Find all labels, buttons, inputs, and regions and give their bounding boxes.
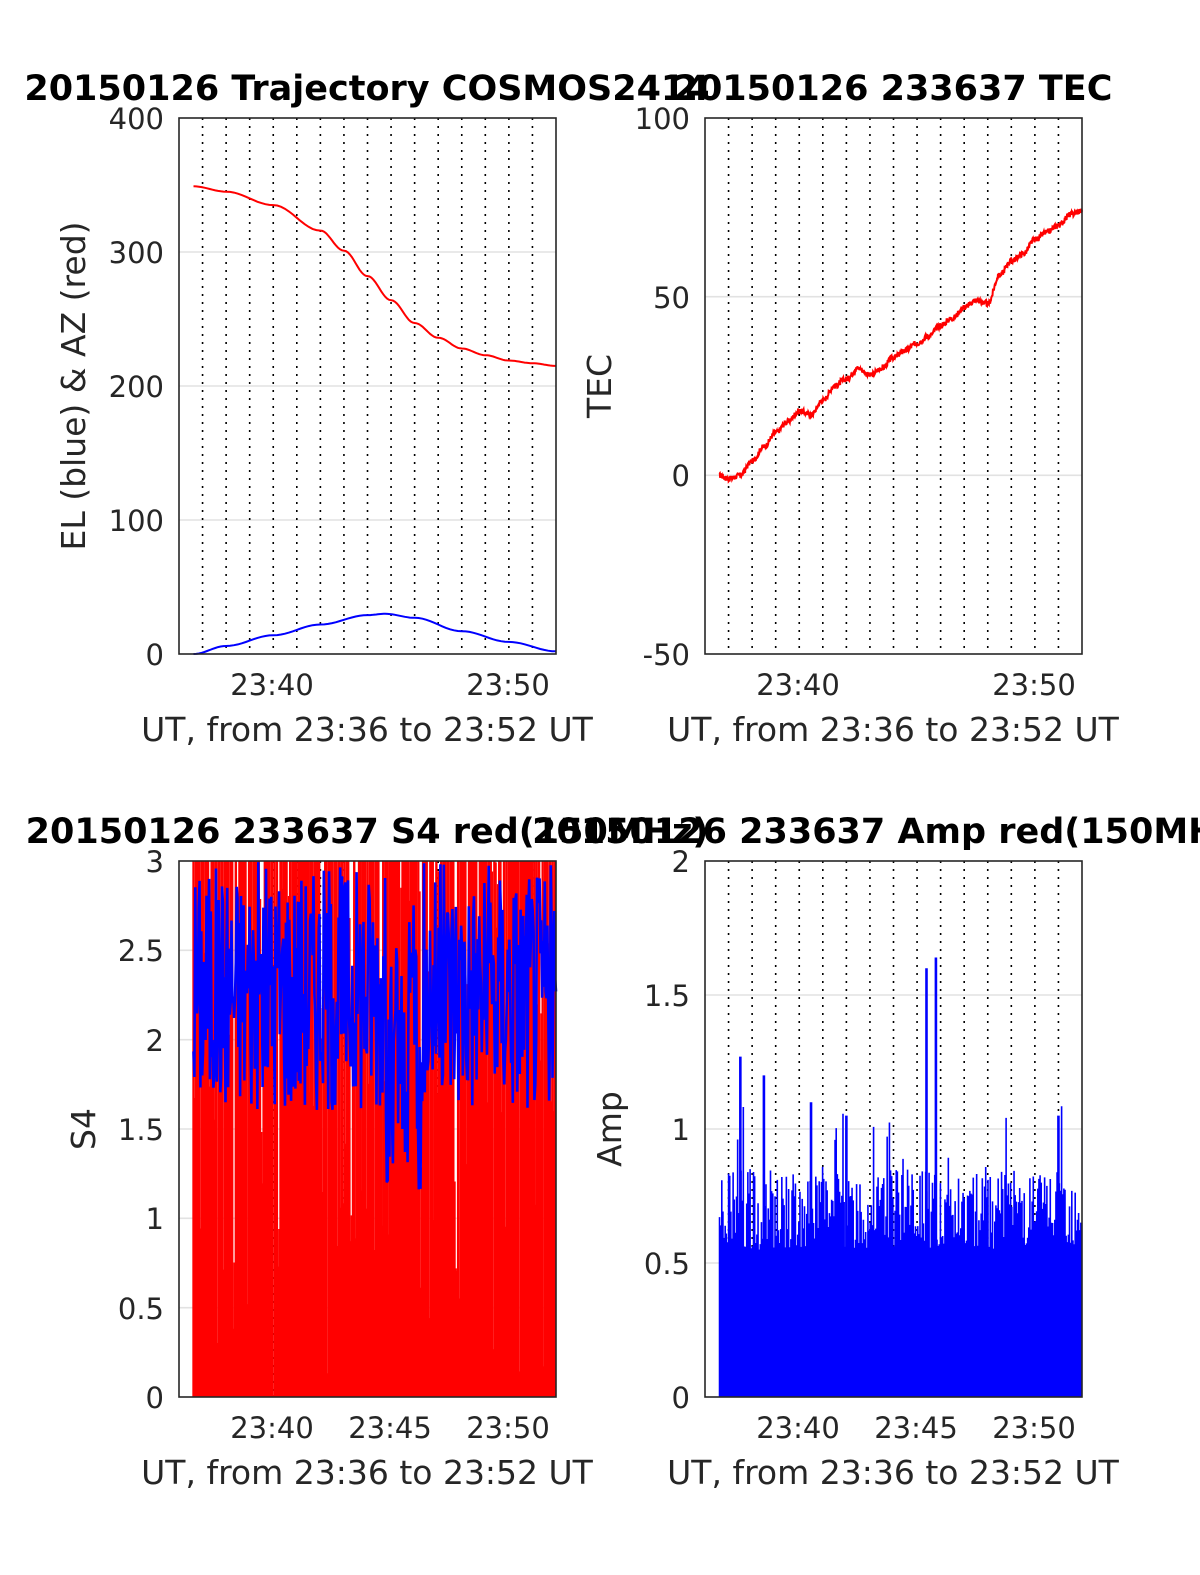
s4-ytick-0: 0 <box>146 1381 164 1415</box>
trajectory-series <box>193 185 557 655</box>
s4-ytick-1: 1 <box>146 1202 164 1236</box>
panel-tec: 20150126 233637 TEC 100 50 0 -50 23:40 2… <box>580 69 1120 749</box>
s4-xtick-2350: 23:50 <box>466 1411 550 1445</box>
s4-blue-line <box>192 862 558 1190</box>
trajectory-xtick-2350: 23:50 <box>466 668 550 702</box>
trajectory-xlabel: UT, from 23:36 to 23:52 UT <box>141 710 594 749</box>
s4-xlabel: UT, from 23:36 to 23:52 UT <box>141 1453 594 1492</box>
panel-trajectory: 20150126 Trajectory COSMOS2414 400 300 2… <box>24 69 709 749</box>
tec-xlabel: UT, from 23:36 to 23:52 UT <box>667 710 1120 749</box>
s4-xtick-2340: 23:40 <box>230 1411 314 1445</box>
s4-ytick-0-5: 0.5 <box>118 1292 164 1326</box>
amp-xtick-2340: 23:40 <box>756 1411 840 1445</box>
tec-ytick-50: 50 <box>653 281 690 315</box>
s4-ytick-2: 2 <box>146 1024 164 1058</box>
tec-xtick-2340: 23:40 <box>756 668 840 702</box>
amp-ytick-0-5: 0.5 <box>644 1247 690 1281</box>
amp-ytick-1-5: 1.5 <box>644 979 690 1013</box>
amp-ytick-0: 0 <box>672 1381 690 1415</box>
panel-s4: 20150126 233637 S4 red(150MHz) 3 2.5 2 1… <box>26 812 709 1492</box>
trajectory-ytick-200: 200 <box>109 370 164 404</box>
amp-xtick-2345: 23:45 <box>874 1411 958 1445</box>
amp-series <box>718 957 1082 1397</box>
s4-title: 20150126 233637 S4 red(150MHz) <box>26 812 709 852</box>
s4-axes-box <box>178 860 557 1398</box>
tec-ytick-100: 100 <box>635 102 690 136</box>
amp-xlabel: UT, from 23:36 to 23:52 UT <box>667 1453 1120 1492</box>
s4-series <box>192 861 558 1397</box>
s4-ytick-3: 3 <box>146 845 164 879</box>
trajectory-ylabel: EL (blue) & AZ (red) <box>54 221 93 550</box>
amp-ytick-1: 1 <box>672 1113 690 1147</box>
trajectory-ytick-100: 100 <box>109 504 164 538</box>
s4-ytick-2-5: 2.5 <box>118 934 164 968</box>
tec-series <box>718 207 1083 484</box>
trajectory-ytick-300: 300 <box>109 236 164 270</box>
series-line-0 <box>193 185 556 367</box>
amp-ylabel: Amp <box>590 1091 629 1167</box>
amp-ytick-2: 2 <box>672 845 690 879</box>
amp-grid <box>705 861 1082 1397</box>
amp-axes-box <box>704 860 1083 1398</box>
s4-ytick-1-5: 1.5 <box>118 1113 164 1147</box>
tec-axes-box <box>704 117 1083 655</box>
tec-xtick-2350: 23:50 <box>992 668 1076 702</box>
trajectory-ytick-400: 400 <box>109 102 164 136</box>
tec-ytick-0: 0 <box>672 459 690 493</box>
series-line-1 <box>193 612 557 655</box>
tec-title: 20150126 233637 TEC <box>674 69 1113 109</box>
tec-ylabel: TEC <box>580 354 619 419</box>
tec-ytick-minus50: -50 <box>643 638 690 672</box>
s4-ylabel: S4 <box>64 1108 103 1150</box>
series-line-0 <box>718 207 1083 484</box>
amp-xtick-2350: 23:50 <box>992 1411 1076 1445</box>
trajectory-title: 20150126 Trajectory COSMOS2414 <box>24 69 709 109</box>
s4-xtick-2345: 23:45 <box>348 1411 432 1445</box>
trajectory-grid <box>179 118 556 654</box>
trajectory-xtick-2340: 23:40 <box>230 668 314 702</box>
panel-amp: 20150126 233637 Amp red(150MHz) 2 1.5 1 … <box>532 812 1200 1492</box>
tec-grid <box>705 118 1082 654</box>
trajectory-axes-box <box>178 117 557 655</box>
trajectory-ytick-0: 0 <box>146 638 164 672</box>
amp-title: 20150126 233637 Amp red(150MHz) <box>532 812 1200 852</box>
